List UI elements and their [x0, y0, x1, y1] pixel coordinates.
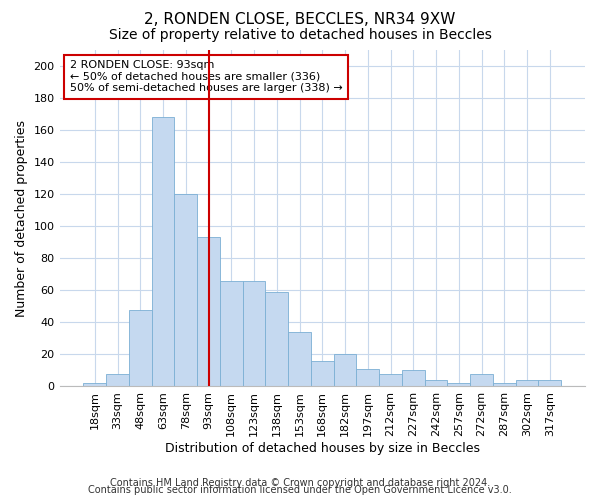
- Bar: [220, 280, 242, 386]
- Bar: [106, 374, 129, 386]
- Y-axis label: Number of detached properties: Number of detached properties: [15, 120, 28, 316]
- Bar: [334, 354, 356, 386]
- Bar: [152, 118, 175, 386]
- X-axis label: Distribution of detached houses by size in Beccles: Distribution of detached houses by size …: [165, 442, 480, 455]
- Bar: [470, 374, 493, 386]
- Bar: [515, 380, 538, 386]
- Bar: [379, 374, 402, 386]
- Text: Contains HM Land Registry data © Crown copyright and database right 2024.: Contains HM Land Registry data © Crown c…: [110, 478, 490, 488]
- Bar: [402, 370, 425, 386]
- Text: Size of property relative to detached houses in Beccles: Size of property relative to detached ho…: [109, 28, 491, 42]
- Bar: [493, 384, 515, 386]
- Text: 2 RONDEN CLOSE: 93sqm
← 50% of detached houses are smaller (336)
50% of semi-det: 2 RONDEN CLOSE: 93sqm ← 50% of detached …: [70, 60, 343, 94]
- Text: 2, RONDEN CLOSE, BECCLES, NR34 9XW: 2, RONDEN CLOSE, BECCLES, NR34 9XW: [145, 12, 455, 28]
- Bar: [129, 310, 152, 386]
- Bar: [197, 238, 220, 386]
- Bar: [448, 384, 470, 386]
- Bar: [311, 361, 334, 386]
- Bar: [538, 380, 561, 386]
- Bar: [242, 280, 265, 386]
- Bar: [175, 194, 197, 386]
- Bar: [288, 332, 311, 386]
- Bar: [425, 380, 448, 386]
- Bar: [356, 369, 379, 386]
- Bar: [83, 384, 106, 386]
- Text: Contains public sector information licensed under the Open Government Licence v3: Contains public sector information licen…: [88, 485, 512, 495]
- Bar: [265, 292, 288, 386]
